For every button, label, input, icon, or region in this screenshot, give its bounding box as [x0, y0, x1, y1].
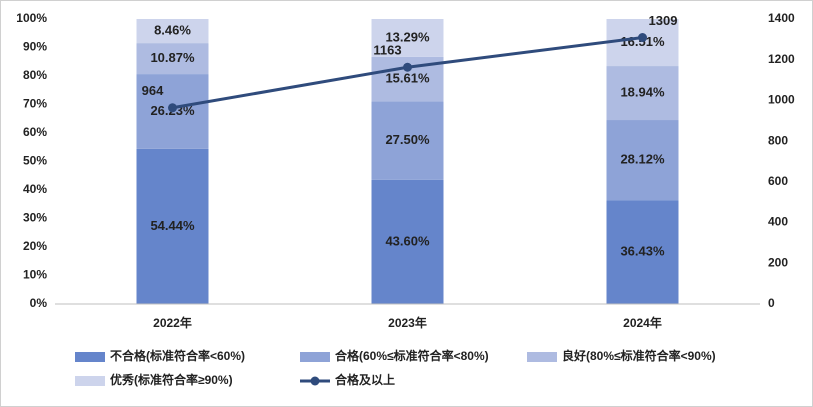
y-tick-label: 30%: [23, 211, 47, 225]
data-label: 54.44%: [150, 218, 195, 233]
bar-segment: [136, 19, 209, 44]
x-tick-label: 2022年: [153, 315, 192, 330]
y-tick-label: 0%: [30, 296, 48, 310]
legend-swatch: [75, 376, 105, 386]
legend-swatch: [300, 352, 330, 362]
y-tick-label: 10%: [23, 268, 47, 282]
y-tick-label: 90%: [23, 40, 47, 54]
bar-segment: [136, 43, 209, 75]
y-tick-label: 70%: [23, 97, 47, 111]
data-label: 28.12%: [620, 152, 665, 167]
y2-tick-label: 200: [768, 255, 788, 269]
data-label: 27.50%: [385, 132, 430, 147]
bar-segment: [606, 66, 679, 121]
data-label: 1163: [373, 43, 401, 58]
data-label: 13.29%: [385, 29, 430, 44]
legend-label: 合格(60%≤标准符合率<80%): [335, 348, 489, 363]
y2-tick-label: 600: [768, 174, 788, 188]
legend-label: 优秀(标准符合率≥90%): [110, 372, 233, 387]
legend-swatch: [75, 352, 105, 362]
y2-tick-label: 400: [768, 215, 788, 229]
data-label: 10.87%: [150, 50, 195, 65]
legend-label: 合格及以上: [335, 372, 395, 387]
data-label: 43.60%: [385, 233, 430, 248]
data-label: 8.46%: [154, 22, 191, 37]
data-label: 18.94%: [620, 84, 665, 99]
data-label: 36.43%: [620, 244, 665, 259]
bar-segment: [136, 148, 209, 304]
bar-segment: [606, 120, 679, 201]
y2-tick-label: 1400: [768, 11, 795, 25]
y2-tick-label: 800: [768, 133, 788, 147]
bar-segment: [371, 19, 444, 57]
line-point: [403, 62, 412, 72]
x-tick-label: 2023年: [388, 315, 427, 330]
data-label: 15.61%: [385, 71, 430, 86]
bar-segment: [606, 19, 679, 67]
y-tick-label: 60%: [23, 125, 47, 139]
y2-tick-label: 1200: [768, 52, 795, 66]
legend-marker: [310, 376, 320, 386]
y-tick-label: 20%: [23, 239, 47, 253]
line-point: [168, 103, 177, 113]
x-tick-label: 2024年: [623, 315, 662, 330]
data-label: 964: [142, 83, 164, 98]
bar-segment: [371, 101, 444, 180]
y2-tick-label: 0: [768, 296, 775, 310]
y-tick-label: 50%: [23, 154, 47, 168]
y2-tick-label: 1000: [768, 93, 795, 107]
y-tick-label: 80%: [23, 68, 47, 82]
data-label: 1309: [649, 13, 678, 28]
bar-segment: [371, 179, 444, 304]
legend-label: 良好(80%≤标准符合率<90%): [562, 348, 716, 363]
legend-label: 不合格(标准符合率<60%): [110, 348, 245, 363]
line-point: [638, 33, 647, 43]
legend-swatch: [527, 352, 557, 362]
y-tick-label: 100%: [16, 11, 47, 25]
bar-segment: [606, 200, 679, 304]
y-tick-label: 40%: [23, 182, 47, 196]
